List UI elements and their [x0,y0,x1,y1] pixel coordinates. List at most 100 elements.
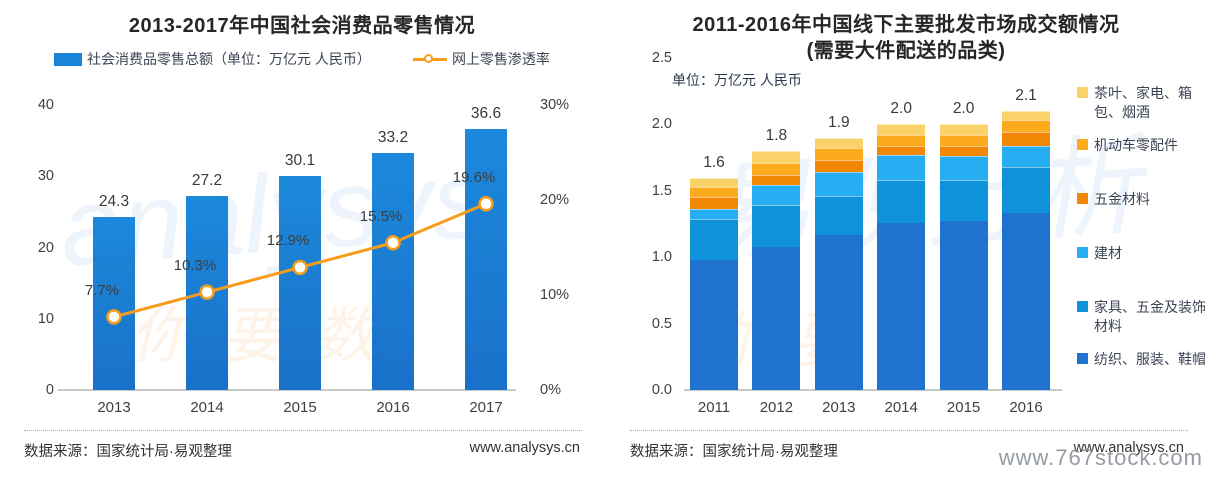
segment-2016-5 [1002,120,1050,133]
y-axis-tick: 1.0 [651,249,672,266]
y-axis-tick: 2.0 [651,116,672,133]
legend-item-3: 五金材料 [1077,190,1150,209]
bar-series-label: 社会消费品零售总额（单位：万亿元 人民币） [87,51,371,67]
segment-2011-3 [690,209,738,219]
y-axis-tick: 2.5 [651,50,672,66]
legend-item-4: 建材 [1077,244,1122,263]
segment-2014-5 [877,135,926,146]
right-footer-divider [630,430,1188,431]
line-value-label: 15.5% [359,207,403,225]
x-axis-label: 2016 [376,399,410,416]
line-value-label: 12.9% [266,232,310,250]
segment-2011-4 [690,197,738,210]
segment-2012-4 [752,174,801,186]
total-value-label: 1.8 [765,126,788,144]
left-website: www.analysys.cn [469,440,580,456]
segment-2013-6 [814,137,863,149]
wholesale-chart-panel: 2011-2016年中国线下主要批发市场成交额情况 (需要大件配送的品类) 单位… [604,0,1208,478]
segment-2014-4 [877,145,926,155]
bar-value-label: 24.3 [98,192,130,210]
right-axis-tick: 0% [540,382,561,398]
line-series-label: 网上零售渗透率 [451,51,550,67]
x-axis-label: 2013 [822,399,856,416]
x-axis-label: 2017 [469,399,503,416]
segment-2014-3 [877,154,926,181]
x-axis-label: 2011 [697,399,731,416]
legend-item-5: 家具、五金及装饰材料 [1077,298,1207,336]
segment-2015-1 [939,221,988,390]
wholesale-chart-title-line2: (需要大件配送的品类) [806,40,1006,62]
right-axis-tick: 30% [540,97,570,113]
line-value-label: 7.7% [84,281,120,299]
segment-2011-5 [690,186,738,198]
legend-item-6: 纺织、服装、鞋帽 [1077,350,1206,369]
left-axis-tick: 30 [37,168,54,185]
left-axis-tick: 10 [37,310,54,327]
x-axis-label: 2012 [759,399,794,416]
segment-2016-4 [1002,132,1050,146]
bar-2015 [279,175,321,390]
legend-item-2: 机动车零配件 [1077,136,1178,155]
bar-series-swatch-icon [54,52,83,66]
segment-2012-3 [752,185,801,206]
legend-label: 纺织、服装、鞋帽 [1094,351,1206,367]
bar-value-label: 27.2 [191,172,223,190]
x-axis-label: 2015 [946,399,981,416]
legend-swatch-icon [1077,301,1088,312]
unit-note: 单位：万亿元 人民币 [672,72,802,88]
legend-swatch-icon [1077,247,1088,258]
left-axis-tick: 20 [37,239,54,256]
right-data-source: 数据来源：国家统计局·易观整理 [630,444,838,460]
legend-label: 机动车零配件 [1094,137,1178,153]
total-value-label: 2.0 [890,100,912,118]
total-value-label: 1.9 [828,113,850,131]
right-axis-tick: 20% [540,192,570,208]
bar-2013 [93,216,135,390]
right-axis-tick: 10% [540,287,570,303]
line-value-label: 19.6% [452,168,496,186]
segment-2015-5 [939,135,988,146]
segment-2013-4 [814,160,863,173]
segment-2011-1 [690,259,738,390]
segment-2016-3 [1002,145,1050,167]
segment-2011-6 [690,177,738,187]
left-axis-tick: 40 [37,97,54,113]
bar-value-label: 36.6 [470,105,502,123]
retail-chart-title: 2013-2017年中国社会消费品零售情况 [128,15,476,37]
legend-swatch-icon [1077,87,1088,98]
legend-label: 家具、五金及装饰材料 [1094,299,1206,334]
total-value-label: 1.6 [703,153,725,171]
retail-chart-panel: 2013-2017年中国社会消费品零售情况 社会消费品零售总额（单位：万亿元 人… [0,15,604,460]
bar-value-label: 33.2 [377,129,409,147]
segment-2015-3 [939,156,988,181]
segment-2012-6 [752,150,801,163]
x-axis-line [684,389,1062,391]
bar-2016 [372,153,414,390]
bar-2014 [186,196,228,390]
segment-2014-1 [877,222,926,390]
segment-2014-6 [877,124,926,135]
x-axis-line [58,389,516,391]
legend-swatch-icon [1077,139,1088,150]
segment-2012-5 [752,162,801,175]
segment-2015-2 [939,180,988,222]
line-value-label: 10.3% [173,257,217,275]
segment-2012-2 [752,205,801,247]
legend-label: 茶叶、家电、箱包、烟酒 [1094,85,1192,120]
y-axis-tick: 0.5 [651,315,672,332]
x-axis-label: 2015 [283,399,317,416]
segment-2013-3 [814,172,863,197]
x-axis-label: 2014 [190,399,224,416]
x-axis-label: 2013 [97,399,131,416]
legend-swatch-icon [1077,193,1088,204]
left-axis-tick: 0 [45,382,54,398]
retail-chart-legend: 社会消费品零售总额（单位：万亿元 人民币） 网上零售渗透率 [0,49,604,69]
legend-label: 五金材料 [1094,191,1150,207]
segment-2013-2 [814,196,863,235]
legend-label: 建材 [1094,245,1122,261]
segment-2015-4 [939,145,988,157]
stock-site-watermark: www.767stock.com [998,445,1203,470]
left-data-source: 数据来源：国家统计局·易观整理 [24,444,232,460]
segment-2016-2 [1002,166,1050,214]
